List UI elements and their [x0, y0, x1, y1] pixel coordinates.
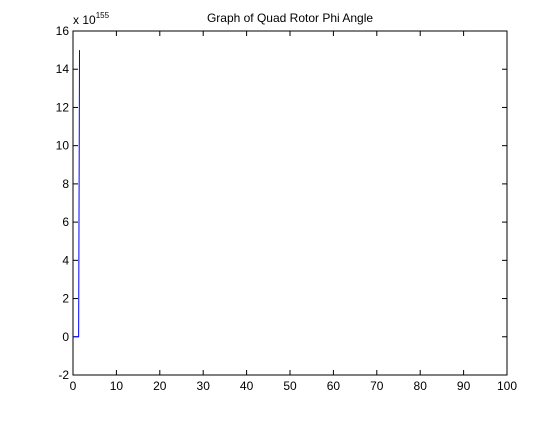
x-tick-label: 60	[327, 379, 341, 393]
y-tick-label: 12	[56, 100, 70, 114]
x-tick-label: 70	[370, 379, 384, 393]
y-tick-label: 10	[56, 139, 70, 153]
y-tick-label: 0	[62, 330, 69, 344]
series-line	[73, 50, 81, 338]
x-tick-label: 30	[197, 379, 211, 393]
x-tick-label: 0	[70, 379, 77, 393]
x-tick-label: 50	[283, 379, 297, 393]
y-tick-label: 14	[56, 62, 70, 76]
y-tick-label: 6	[62, 215, 69, 229]
data-series	[73, 50, 81, 338]
plot-area	[72, 30, 508, 376]
x-tick-label: 100	[497, 379, 517, 393]
x-tick-label: 80	[414, 379, 428, 393]
x-tick-label: 90	[457, 379, 471, 393]
y-exponent-power: 155	[96, 11, 110, 20]
x-tick-label: 10	[110, 379, 124, 393]
x-tick-label: 20	[153, 379, 167, 393]
y-tick-label: 16	[56, 24, 70, 38]
x-tick-label: 40	[240, 379, 254, 393]
chart-title: Graph of Quad Rotor Phi Angle	[207, 11, 373, 25]
y-tick-label: -2	[58, 368, 69, 382]
y-tick-label: 8	[62, 177, 69, 191]
y-exponent-label: x 10155	[73, 11, 110, 27]
y-tick-label: 4	[62, 253, 69, 267]
y-exponent-base: x 10	[73, 13, 96, 27]
y-tick-label: 2	[62, 292, 69, 306]
